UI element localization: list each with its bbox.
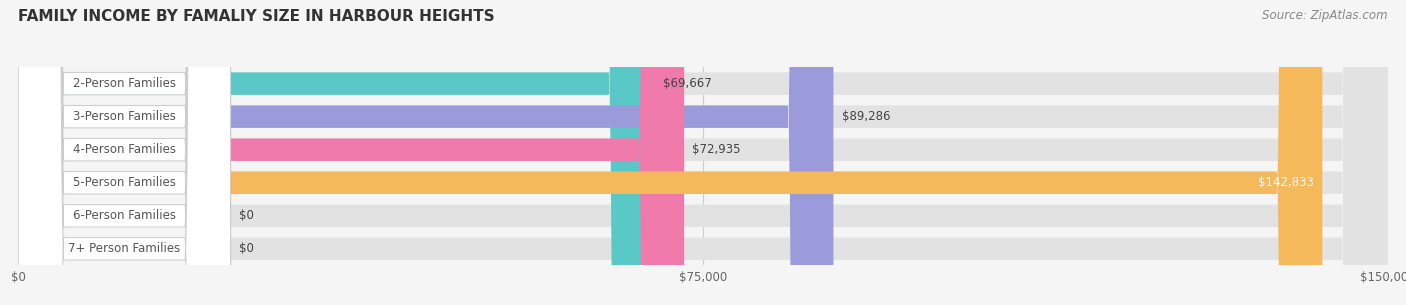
FancyBboxPatch shape: [18, 0, 1388, 305]
FancyBboxPatch shape: [18, 0, 1388, 305]
FancyBboxPatch shape: [18, 0, 231, 305]
Text: $142,833: $142,833: [1258, 176, 1315, 189]
FancyBboxPatch shape: [18, 0, 834, 305]
FancyBboxPatch shape: [18, 0, 231, 305]
FancyBboxPatch shape: [18, 0, 1322, 305]
FancyBboxPatch shape: [18, 0, 1388, 305]
Text: 2-Person Families: 2-Person Families: [73, 77, 176, 90]
FancyBboxPatch shape: [18, 0, 1388, 305]
Text: 5-Person Families: 5-Person Families: [73, 176, 176, 189]
Text: $72,935: $72,935: [692, 143, 741, 156]
Text: Source: ZipAtlas.com: Source: ZipAtlas.com: [1263, 9, 1388, 22]
Text: FAMILY INCOME BY FAMALIY SIZE IN HARBOUR HEIGHTS: FAMILY INCOME BY FAMALIY SIZE IN HARBOUR…: [18, 9, 495, 24]
Text: $69,667: $69,667: [662, 77, 711, 90]
Text: $0: $0: [239, 242, 253, 255]
Text: $89,286: $89,286: [842, 110, 890, 123]
Text: $0: $0: [239, 209, 253, 222]
Text: 4-Person Families: 4-Person Families: [73, 143, 176, 156]
FancyBboxPatch shape: [18, 0, 231, 305]
FancyBboxPatch shape: [18, 0, 231, 305]
FancyBboxPatch shape: [18, 0, 231, 305]
FancyBboxPatch shape: [18, 0, 1388, 305]
Text: 3-Person Families: 3-Person Families: [73, 110, 176, 123]
FancyBboxPatch shape: [18, 0, 654, 305]
Text: 6-Person Families: 6-Person Families: [73, 209, 176, 222]
FancyBboxPatch shape: [18, 0, 231, 305]
Text: 7+ Person Families: 7+ Person Families: [69, 242, 180, 255]
FancyBboxPatch shape: [18, 0, 1388, 305]
FancyBboxPatch shape: [18, 0, 685, 305]
